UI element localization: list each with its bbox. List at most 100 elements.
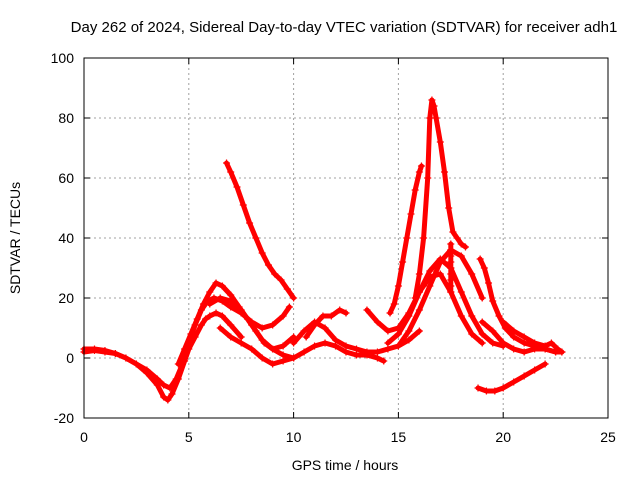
data-point — [520, 348, 528, 356]
series-track-vert-17 — [447, 240, 455, 296]
data-point — [122, 354, 130, 362]
data-point — [541, 360, 549, 368]
data-point — [531, 339, 539, 347]
data-point — [332, 336, 340, 344]
series-track-rise-b — [174, 279, 298, 368]
data-point — [495, 312, 503, 320]
series-track-late-neg — [474, 360, 549, 395]
data-point — [233, 183, 241, 191]
data-point — [430, 102, 438, 110]
data-point — [405, 312, 413, 320]
data-point — [279, 351, 287, 359]
y-axis-label: SDTVAR / TECUs — [7, 182, 23, 294]
data-point — [352, 351, 360, 359]
data-point — [193, 315, 201, 323]
data-point — [415, 306, 423, 314]
data-point — [342, 348, 350, 356]
data-point — [373, 318, 381, 326]
data-point — [445, 204, 453, 212]
data-point — [510, 327, 518, 335]
data-point — [166, 384, 174, 392]
data-point — [321, 339, 329, 347]
x-tick-label: 0 — [80, 429, 88, 445]
data-point — [373, 354, 381, 362]
data-point — [237, 333, 245, 341]
data-point — [239, 201, 247, 209]
data-point — [415, 270, 423, 278]
y-tick-label: 0 — [66, 350, 74, 366]
data-point — [197, 321, 205, 329]
data-point — [172, 375, 180, 383]
data-point — [476, 255, 484, 263]
data-point — [468, 312, 476, 320]
data-point — [390, 300, 398, 308]
data-point — [554, 345, 562, 353]
data-point — [510, 333, 518, 341]
data-point — [321, 324, 329, 332]
data-point — [199, 300, 207, 308]
data-point — [302, 333, 310, 341]
data-point — [143, 366, 151, 374]
x-axis-ticks: 0 5 10 15 20 25 — [80, 58, 616, 445]
data-point — [164, 396, 172, 404]
data-point — [417, 162, 425, 170]
data-point — [269, 345, 277, 353]
data-point — [468, 270, 476, 278]
data-point — [510, 378, 518, 386]
data-point — [436, 138, 444, 146]
data-point — [216, 324, 224, 332]
data-point — [218, 312, 226, 320]
data-point — [290, 354, 298, 362]
data-point — [491, 387, 499, 395]
data-point — [541, 342, 549, 350]
plot-frame — [83, 57, 609, 419]
data-point — [352, 345, 360, 353]
data-point — [319, 312, 327, 320]
x-tick-label: 10 — [286, 429, 302, 445]
data-point — [482, 387, 490, 395]
data-point — [547, 339, 555, 347]
data-point — [415, 327, 423, 335]
data-point — [290, 339, 298, 347]
data-point — [447, 282, 455, 290]
data-point — [447, 246, 455, 254]
data-point — [206, 300, 214, 308]
data-point — [489, 339, 497, 347]
data-point — [237, 306, 245, 314]
data-point — [373, 348, 381, 356]
series-line — [477, 256, 559, 355]
y-tick-label: 60 — [58, 170, 74, 186]
data-point — [90, 345, 98, 353]
data-point — [384, 345, 392, 353]
data-point — [277, 276, 285, 284]
data-point — [441, 168, 449, 176]
data-point — [181, 345, 189, 353]
data-point — [258, 354, 266, 362]
data-point — [478, 318, 486, 326]
data-point — [420, 234, 428, 242]
series-track-peak-64 — [386, 162, 425, 317]
series-track-late-end — [499, 318, 566, 356]
data-point — [415, 288, 423, 296]
data-point — [394, 282, 402, 290]
data-point — [271, 270, 279, 278]
series-line — [224, 160, 297, 301]
data-point — [489, 297, 497, 305]
data-point — [218, 282, 226, 290]
data-point — [478, 294, 486, 302]
data-point — [246, 219, 254, 227]
data-point — [174, 360, 182, 368]
data-point — [447, 270, 455, 278]
series-track-peak-65 — [223, 159, 298, 302]
series-line — [385, 256, 506, 349]
data-point — [520, 372, 528, 380]
data-point — [403, 234, 411, 242]
data-point — [457, 312, 465, 320]
data-point — [111, 350, 119, 357]
y-tick-label: 80 — [58, 110, 74, 126]
data-point — [216, 294, 224, 302]
data-point — [160, 381, 168, 389]
data-point — [424, 174, 432, 182]
data-point — [520, 339, 528, 347]
